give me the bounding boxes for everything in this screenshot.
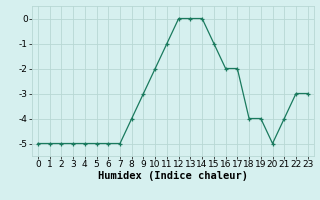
X-axis label: Humidex (Indice chaleur): Humidex (Indice chaleur): [98, 171, 248, 181]
